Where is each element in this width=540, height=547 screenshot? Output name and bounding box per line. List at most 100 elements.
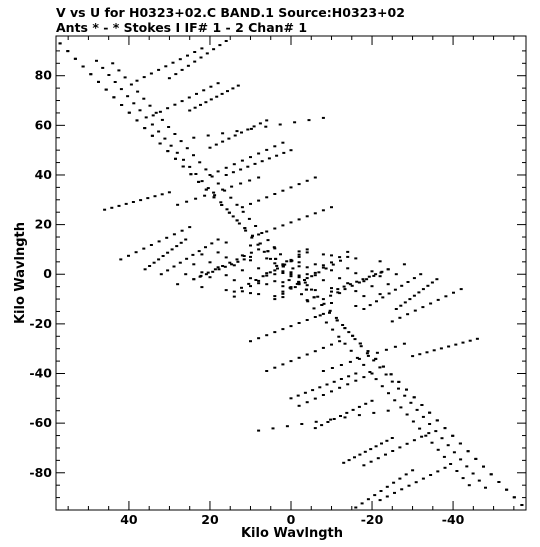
uv-point (185, 257, 189, 260)
uv-point (224, 166, 228, 169)
uv-point (412, 294, 416, 297)
uv-point (227, 211, 231, 214)
uv-point (227, 137, 231, 140)
uv-point (211, 270, 215, 273)
uv-point (468, 339, 472, 342)
uv-point (167, 77, 171, 80)
uv-point (218, 44, 222, 47)
uv-point (154, 111, 158, 114)
uv-point (178, 58, 182, 61)
uv-point (146, 197, 150, 200)
uv-point (330, 367, 334, 369)
uv-point (247, 217, 251, 220)
uv-point (161, 255, 165, 257)
uv-point (343, 342, 347, 345)
uv-point (332, 418, 336, 420)
uv-point (289, 287, 293, 290)
uv-point (192, 278, 196, 281)
uv-point (338, 292, 342, 295)
uv-point (250, 236, 254, 239)
uv-point (142, 97, 146, 100)
uv-point (289, 325, 293, 328)
uv-point (240, 206, 244, 209)
uv-point (442, 455, 446, 458)
uv-point (281, 263, 285, 266)
uv-point (289, 273, 293, 276)
uv-point (283, 263, 287, 266)
uv-point (336, 291, 340, 294)
uv-point (135, 79, 139, 82)
data-points (58, 40, 524, 509)
uv-point (249, 244, 252, 247)
uv-point (321, 312, 325, 315)
uv-point (157, 240, 161, 243)
uv-point (362, 280, 366, 283)
uv-point (404, 473, 408, 476)
uv-point (343, 288, 347, 291)
uv-point (231, 171, 235, 174)
uv-point (240, 159, 244, 162)
uv-point (219, 201, 223, 204)
uv-point (176, 203, 180, 206)
uv-point (321, 370, 325, 372)
uv-point (297, 283, 301, 286)
uv-point (192, 136, 196, 139)
uv-point (446, 444, 450, 447)
uv-point (474, 457, 478, 460)
uv-point (357, 405, 361, 408)
uv-point (261, 275, 265, 278)
uv-point (365, 278, 369, 281)
uv-point (163, 137, 167, 140)
uv-point (372, 274, 376, 277)
uv-point (324, 267, 328, 270)
uv-point (305, 266, 309, 269)
uv-point (313, 427, 317, 430)
uv-point (127, 254, 130, 257)
uv-point (328, 309, 332, 312)
uv-point (398, 316, 402, 319)
uv-point (169, 144, 173, 147)
uv-point (182, 158, 185, 161)
uv-point (221, 140, 225, 143)
uv-point (482, 465, 485, 468)
uv-point (112, 96, 116, 99)
uv-point (380, 442, 383, 445)
uv-point (220, 92, 224, 95)
uv-point (148, 104, 152, 107)
uv-point (242, 255, 246, 257)
uv-point (440, 437, 444, 440)
uv-point (124, 202, 128, 205)
uv-point (332, 380, 336, 383)
uv-point (203, 194, 207, 197)
uv-point (249, 255, 252, 258)
uv-point (144, 116, 148, 119)
uv-point (276, 267, 279, 270)
uv-point (430, 441, 434, 444)
uv-point (409, 401, 413, 404)
uv-point (354, 305, 358, 307)
uv-point (171, 61, 175, 64)
uv-point (265, 119, 269, 122)
uv-point (200, 47, 204, 50)
uv-point (216, 266, 220, 269)
uv-point (414, 481, 418, 484)
uv-point (149, 244, 153, 246)
uv-point (350, 284, 354, 287)
uv-point (254, 279, 258, 281)
uv-point (305, 284, 309, 287)
uv-point (330, 390, 333, 393)
uv-point (411, 355, 415, 358)
uv-point (321, 209, 325, 212)
uv-point (252, 125, 256, 128)
uv-point (152, 261, 156, 264)
uv-point (465, 465, 469, 468)
uv-point (192, 263, 196, 266)
uv-point (387, 292, 391, 295)
uv-point (139, 199, 143, 202)
uv-point (458, 442, 462, 445)
uv-point (439, 347, 443, 350)
uv-point (406, 281, 410, 283)
uv-point (381, 365, 385, 368)
uv-point (166, 269, 170, 272)
uv-point (392, 481, 396, 484)
